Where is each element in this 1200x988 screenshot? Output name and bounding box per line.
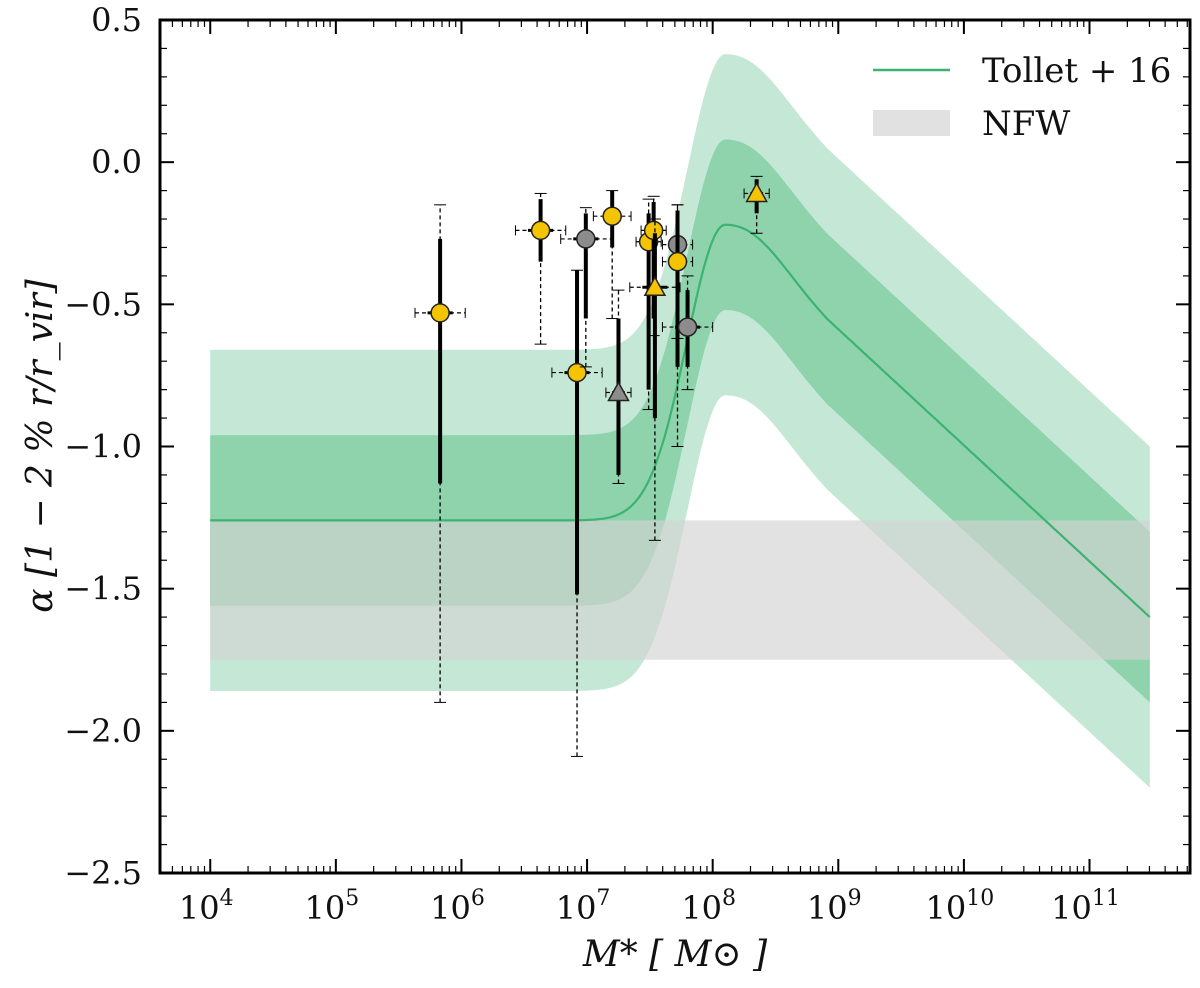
y-tick-label: 0.5: [91, 1, 142, 39]
x-tick-label: 1010: [926, 886, 995, 927]
circle-marker: [430, 303, 450, 323]
legend-band-swatch: [873, 110, 950, 136]
x-tick-label: 108: [681, 886, 736, 927]
x-tick-label: 106: [430, 886, 485, 927]
x-tick-base: 10: [807, 889, 848, 927]
x-tick-exponent: 5: [345, 886, 359, 911]
data-point-13: [743, 175, 770, 234]
y-tick-label: −2.5: [64, 854, 142, 892]
data-point-5: [592, 190, 632, 320]
x-tick-exponent: 9: [848, 886, 862, 911]
y-tick-label: −1.5: [64, 570, 142, 608]
x-tick-base: 10: [179, 889, 220, 927]
data-point-12: [661, 275, 714, 391]
x-tick-label: 1011: [1051, 886, 1120, 927]
legend-label-tollet: Tollet + 16: [982, 51, 1171, 91]
data-point-2: [514, 192, 567, 345]
triangle-marker: [607, 380, 630, 402]
x-axis-label: M* [ M⊙ ]: [582, 934, 768, 975]
model-bands: [210, 54, 1150, 788]
legend-label-nfw: NFW: [982, 104, 1070, 144]
x-tick-exponent: 4: [220, 886, 234, 911]
x-tick-label: 104: [179, 886, 234, 927]
x-tick-base: 10: [1051, 889, 1092, 927]
x-tick-exponent: 7: [596, 886, 610, 911]
data-points: [414, 175, 770, 757]
triangle-marker: [643, 275, 667, 297]
circle-marker: [667, 251, 688, 272]
x-tick-label: 105: [304, 886, 359, 927]
x-tick-label: 109: [807, 886, 862, 927]
x-tick-base: 10: [430, 889, 471, 927]
nfw-rect: [210, 520, 1150, 660]
nfw-band: [210, 520, 1150, 660]
y-tick-label: −1.0: [64, 428, 142, 466]
y-axis-label: α [1 − 2 % r/r_vir]: [20, 278, 61, 612]
circle-marker: [677, 317, 698, 337]
y-tick-label: 0.0: [91, 143, 142, 181]
x-tick-exponent: 10: [966, 886, 994, 911]
triangle-marker: [745, 181, 768, 203]
x-tick-exponent: 8: [722, 886, 736, 911]
circle-marker: [567, 362, 587, 383]
data-point-1: [414, 204, 466, 703]
data-point-3: [551, 269, 603, 757]
x-tick-base: 10: [681, 889, 722, 927]
data-point-6: [605, 289, 632, 484]
x-tick-base: 10: [556, 889, 597, 927]
x-tick-label: 107: [556, 886, 611, 927]
data-point-9: [629, 218, 681, 541]
circle-marker: [576, 229, 596, 249]
x-tick-base: 10: [304, 889, 345, 927]
model-line: [210, 223, 1151, 618]
circle-marker: [530, 220, 551, 241]
y-tick-label: −2.0: [64, 712, 142, 750]
tollet-curve: [210, 223, 1151, 618]
legend: Tollet + 16 NFW: [873, 51, 1171, 144]
circle-marker: [602, 206, 622, 226]
x-tick-exponent: 11: [1092, 886, 1120, 911]
y-tick-label: −0.5: [64, 285, 142, 323]
x-tick-base: 10: [926, 889, 967, 927]
x-tick-exponent: 6: [471, 886, 485, 911]
data-point-4: [560, 207, 612, 368]
